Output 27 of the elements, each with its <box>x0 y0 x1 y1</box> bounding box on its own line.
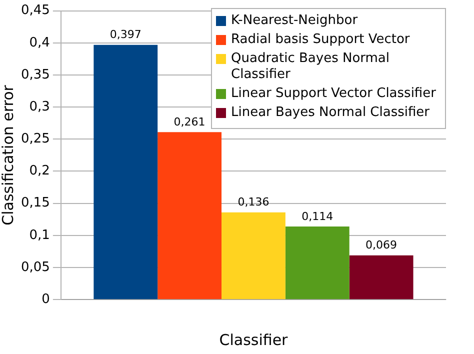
data-label: 0,136 <box>238 196 270 209</box>
legend-label: Linear Bayes Normal Classifier <box>231 105 430 121</box>
y-tick-label: 0,25 <box>20 132 50 147</box>
y-tick-label: 0,05 <box>20 260 50 275</box>
legend-label: Radial basis Support Vector <box>231 32 410 48</box>
data-label: 0,261 <box>174 115 206 128</box>
y-tick-label: 0 <box>42 292 50 307</box>
y-tick-label: 0,3 <box>29 99 50 114</box>
data-label: 0,397 <box>110 28 142 42</box>
y-tick-label: 0,4 <box>29 35 50 50</box>
legend-label: Linear Support Vector Classifier <box>231 86 436 102</box>
y-tick-label: 0,45 <box>20 3 50 18</box>
bar <box>349 255 414 300</box>
x-axis-title: Classifier <box>219 330 289 349</box>
y-tick-label: 0,15 <box>20 196 50 211</box>
data-label: 0,069 <box>366 238 398 252</box>
bar <box>94 44 158 300</box>
data-label: 0,114 <box>302 210 334 223</box>
y-tick-label: 0,2 <box>29 164 50 179</box>
bar <box>285 226 350 300</box>
bar <box>222 212 286 300</box>
legend-label: K-Nearest-Neighbor <box>231 13 358 29</box>
bar <box>158 132 222 300</box>
y-tick-label: 0,1 <box>29 228 50 243</box>
y-axis-title: Classification error <box>0 84 17 226</box>
y-tick-label: 0,35 <box>20 67 50 82</box>
legend-label: Quadratic Bayes Normal Classifier <box>231 51 391 83</box>
